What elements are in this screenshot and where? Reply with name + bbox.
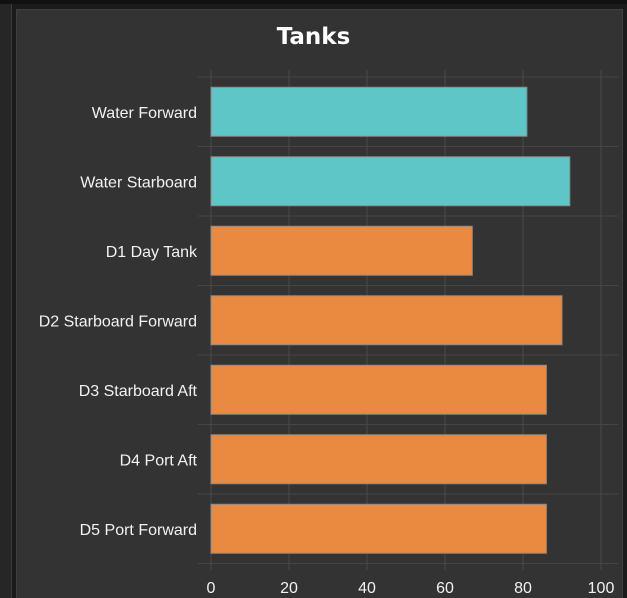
category-label: D3 Starboard Aft (79, 383, 198, 400)
x-tick-label: 100 (588, 580, 615, 597)
bar (210, 295, 563, 346)
bar (210, 225, 473, 276)
category-labels: Water Forward Water Starboard D1 Day Tank D… (39, 105, 198, 539)
bar (210, 156, 571, 207)
x-tick-label: 0 (207, 580, 216, 597)
bar (210, 86, 528, 137)
x-tick-labels: 0 20 40 60 80 100 (207, 580, 615, 597)
chart-title: Tanks (276, 24, 351, 50)
category-label: D5 Port Forward (80, 522, 197, 539)
x-tick-label: 60 (436, 580, 454, 597)
window-top-strip (0, 0, 627, 4)
category-label: D1 Day Tank (106, 244, 198, 261)
category-label: Water Starboard (80, 174, 197, 191)
category-label: D2 Starboard Forward (39, 313, 197, 330)
bar (210, 503, 547, 554)
x-tick-label: 40 (358, 580, 376, 597)
bar (210, 434, 547, 485)
x-tick-label: 20 (280, 580, 298, 597)
left-panel-divider (11, 4, 12, 598)
category-label: Water Forward (92, 105, 197, 122)
left-side-panel (0, 4, 11, 598)
x-tick-label: 80 (514, 580, 532, 597)
bars (210, 86, 571, 554)
category-label: D4 Port Aft (120, 452, 198, 469)
bar (210, 364, 547, 415)
